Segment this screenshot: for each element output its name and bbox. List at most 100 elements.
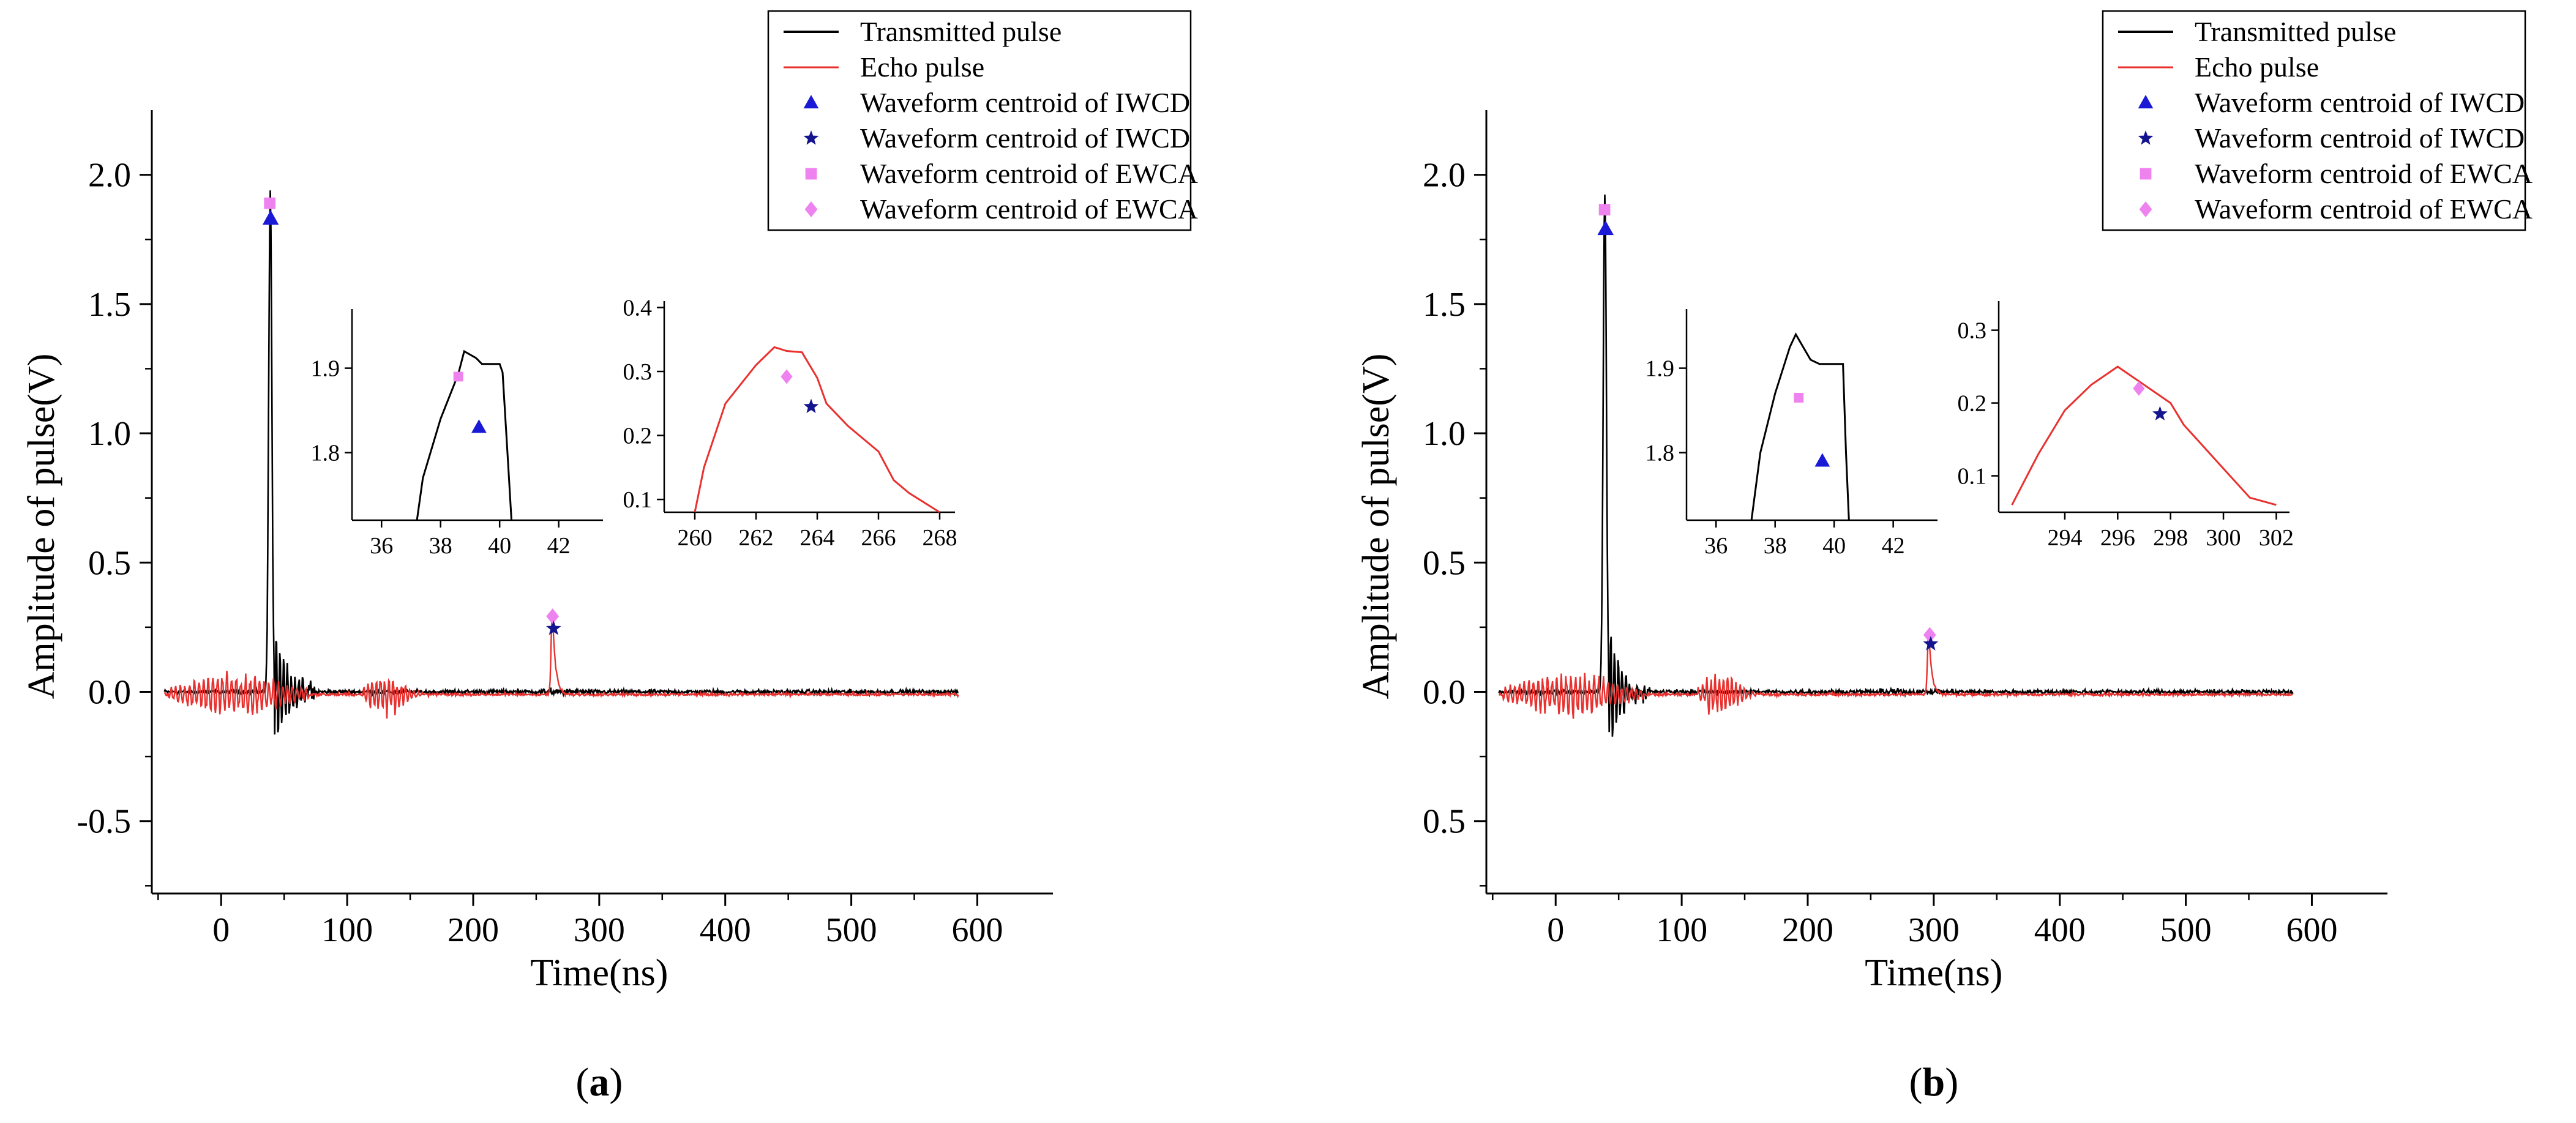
legend-label: Waveform centroid of IWCD: [860, 122, 1190, 154]
y-axis-label: Amplitude of pulse(V): [1355, 354, 1397, 700]
legend-label: Waveform centroid of EWCA: [2195, 158, 2533, 189]
x-tick-label: 300: [1908, 911, 1960, 949]
inset-x-tick-label: 38: [429, 533, 452, 559]
echo-pulse-line: [1498, 629, 2293, 719]
x-tick-label: 200: [447, 911, 499, 949]
x-tick-label: 200: [1782, 911, 1833, 949]
transmitted-pulse-line: [1498, 194, 2294, 737]
inset-echo-curve: [2011, 365, 2277, 506]
inset-y-tick-label: 0.3: [623, 359, 653, 385]
caption-paren: (: [575, 1060, 589, 1105]
inset-x-tick-label: 42: [1882, 533, 1905, 559]
y-tick-label: 0.0: [88, 673, 131, 711]
inset-x-tick-label: 300: [2206, 525, 2241, 551]
legend-label: Waveform centroid of EWCA: [860, 158, 1198, 189]
inset-transmitted-curve: [1750, 332, 1850, 521]
x-tick-label: 400: [2034, 911, 2086, 949]
y-axis-label: Amplitude of pulse(V): [21, 354, 62, 700]
inset-ewca-diamond-marker: [781, 369, 793, 384]
x-tick-label: 400: [700, 911, 751, 949]
panel-caption: (a): [575, 1060, 623, 1105]
x-axis-label: Time(ns): [530, 952, 668, 994]
x-tick-label: 600: [951, 911, 1003, 949]
inset-y-tick-label: 0.1: [623, 487, 653, 513]
legend-label: Transmitted pulse: [860, 16, 1061, 47]
x-tick-label: 500: [2160, 911, 2212, 949]
legend-label: Waveform centroid of EWCA: [2195, 193, 2533, 225]
ewca-diamond-marker: [1923, 627, 1936, 643]
legend: Transmitted pulse Echo pulse Waveform cent…: [767, 10, 1198, 231]
caption-letter: a: [589, 1060, 609, 1105]
inset-ewca-square-marker: [1794, 392, 1804, 403]
x-tick-label: 100: [321, 911, 373, 949]
inset-x-tick-label: 294: [2047, 525, 2082, 551]
y-tick-label: 0.5: [1423, 544, 1466, 582]
inset-x-tick-label: 262: [739, 525, 774, 551]
legend-label: Waveform centroid of EWCA: [860, 193, 1198, 225]
y-tick-label: 2.0: [1423, 157, 1466, 195]
ewca-square-marker: [264, 197, 276, 209]
inset-x-tick-label: 40: [1822, 533, 1846, 559]
inset-x-tick-label: 42: [547, 533, 571, 559]
caption-paren: ): [609, 1060, 623, 1105]
x-tick-label: 0: [212, 911, 230, 949]
y-tick-label: -0.5: [77, 803, 131, 841]
inset-iwcd-triangle-marker: [1814, 453, 1830, 467]
legend-label: Transmitted pulse: [2195, 16, 2396, 47]
inset-1: 36 38 40 42 1.8 1.9: [311, 309, 603, 559]
legend-box: [767, 10, 1192, 231]
inset-y-tick-label: 0.2: [1958, 391, 1987, 417]
inset-iwcd-triangle-marker: [471, 419, 487, 433]
legend-label: Waveform centroid of IWCD: [2195, 87, 2525, 118]
inset-x-tick-label: 260: [678, 525, 713, 551]
chart-panel-a: 0 100 200 300 400 500 600 -0.5 0.0 0.5 1.0 1.5 2.0 Ti…: [21, 10, 1198, 1105]
legend-swatch: [2139, 201, 2152, 217]
inset-y-tick-label: 1.8: [1646, 441, 1675, 466]
legend-swatch: [803, 130, 819, 145]
legend-label: Echo pulse: [2195, 51, 2319, 83]
y-tick-label: 0.5: [1423, 803, 1466, 841]
caption-letter: b: [1922, 1060, 1945, 1105]
x-tick-label: 0: [1547, 911, 1564, 949]
inset-y-tick-label: 1.8: [311, 441, 340, 466]
caption-paren: (: [1909, 1060, 1923, 1105]
inset-x-tick-label: 296: [2100, 525, 2135, 551]
legend-swatch: [2138, 95, 2154, 109]
inset-1: 36 38 40 42 1.8 1.9: [1646, 309, 1938, 559]
inset-iwcd-star-marker: [2152, 406, 2168, 420]
x-axis-label: Time(ns): [1865, 952, 2002, 994]
y-tick-label: 1.5: [1423, 286, 1466, 324]
legend-swatch: [2140, 168, 2152, 180]
transmitted-pulse-line: [163, 190, 959, 735]
panel-caption: (b): [1909, 1060, 1959, 1105]
legend-swatch: [803, 95, 819, 109]
ewca-square-marker: [1598, 204, 1611, 216]
inset-x-tick-label: 268: [923, 525, 957, 551]
inset-iwcd-star-marker: [803, 398, 819, 413]
inset-x-tick-label: 36: [1704, 533, 1728, 559]
inset-y-tick-label: 1.9: [1646, 356, 1675, 382]
legend-swatch: [805, 168, 817, 180]
iwcd-triangle-marker: [1597, 220, 1614, 236]
y-tick-label: 0.5: [88, 544, 131, 582]
legend-label: Waveform centroid of IWCD: [860, 87, 1190, 118]
inset-x-tick-label: 298: [2153, 525, 2188, 551]
legend-swatch: [2138, 130, 2154, 145]
iwcd-star-marker: [546, 621, 561, 635]
inset-y-tick-label: 0.4: [623, 295, 653, 321]
legend-box: [2102, 10, 2526, 231]
ewca-diamond-marker: [546, 608, 560, 625]
inset-x-tick-label: 302: [2259, 525, 2294, 551]
inset-x-tick-label: 40: [488, 533, 511, 559]
inset-2: 294 296 298 300 302 0.1 0.2 0.3: [1958, 301, 2294, 551]
inset-y-tick-label: 1.9: [311, 356, 340, 382]
iwcd-triangle-marker: [262, 210, 279, 225]
inset-x-tick-label: 266: [861, 525, 896, 551]
x-tick-label: 600: [2286, 911, 2337, 949]
inset-x-tick-label: 264: [800, 525, 835, 551]
y-tick-label: 1.0: [1423, 415, 1466, 453]
inset-echo-curve: [694, 346, 940, 513]
inset-y-tick-label: 0.1: [1958, 464, 1987, 490]
y-tick-label: 1.0: [88, 415, 131, 453]
